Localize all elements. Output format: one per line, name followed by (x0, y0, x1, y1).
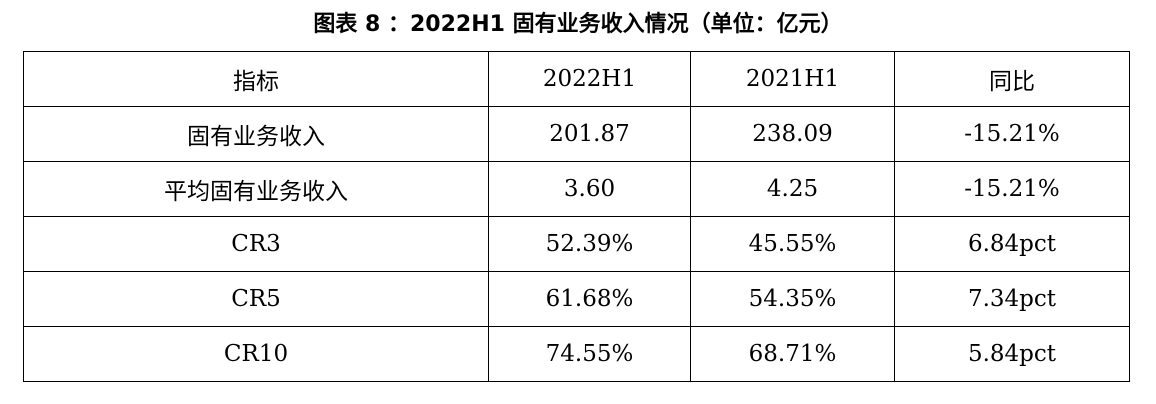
table-row: CR5 61.68% 54.35% 7.34pct (23, 271, 1130, 327)
cell-yoy: 6.84pct (894, 216, 1130, 272)
table-title: 图表 8 ：2022H1 固有业务收入情况（单位：亿元） (313, 12, 843, 37)
row-label: 平均固有业务收入 (23, 161, 489, 217)
cell-2022h1: 3.60 (488, 161, 691, 217)
cell-2022h1: 74.55% (488, 326, 691, 382)
row-label: CR10 (23, 326, 489, 382)
cell-2022h1: 61.68% (488, 271, 691, 327)
cell-yoy: 5.84pct (894, 326, 1130, 382)
table-row: 平均固有业务收入 3.60 4.25 -15.21% (23, 161, 1130, 217)
cell-yoy: -15.21% (894, 161, 1130, 217)
cell-2021h1: 238.09 (690, 106, 895, 162)
header-cell-2022h1: 2022H1 (488, 51, 691, 107)
cell-2022h1: 201.87 (488, 106, 691, 162)
header-cell-yoy: 同比 (894, 51, 1130, 107)
row-label: CR5 (23, 271, 489, 327)
header-cell-indicator: 指标 (23, 51, 489, 107)
table-row: CR10 74.55% 68.71% 5.84pct (23, 326, 1130, 382)
row-label: CR3 (23, 216, 489, 272)
cell-2022h1: 52.39% (488, 216, 691, 272)
cell-2021h1: 54.35% (690, 271, 895, 327)
cell-yoy: -15.21% (894, 106, 1130, 162)
header-cell-2021h1: 2021H1 (690, 51, 895, 107)
table-header-row: 指标 2022H1 2021H1 同比 (23, 51, 1130, 107)
cell-yoy: 7.34pct (894, 271, 1130, 327)
cell-2021h1: 45.55% (690, 216, 895, 272)
income-table: 指标 2022H1 2021H1 同比 固有业务收入 201.87 238.09… (23, 51, 1130, 382)
table-row: 固有业务收入 201.87 238.09 -15.21% (23, 106, 1130, 162)
cell-2021h1: 68.71% (690, 326, 895, 382)
row-label: 固有业务收入 (23, 106, 489, 162)
cell-2021h1: 4.25 (690, 161, 895, 217)
table-row: CR3 52.39% 45.55% 6.84pct (23, 216, 1130, 272)
